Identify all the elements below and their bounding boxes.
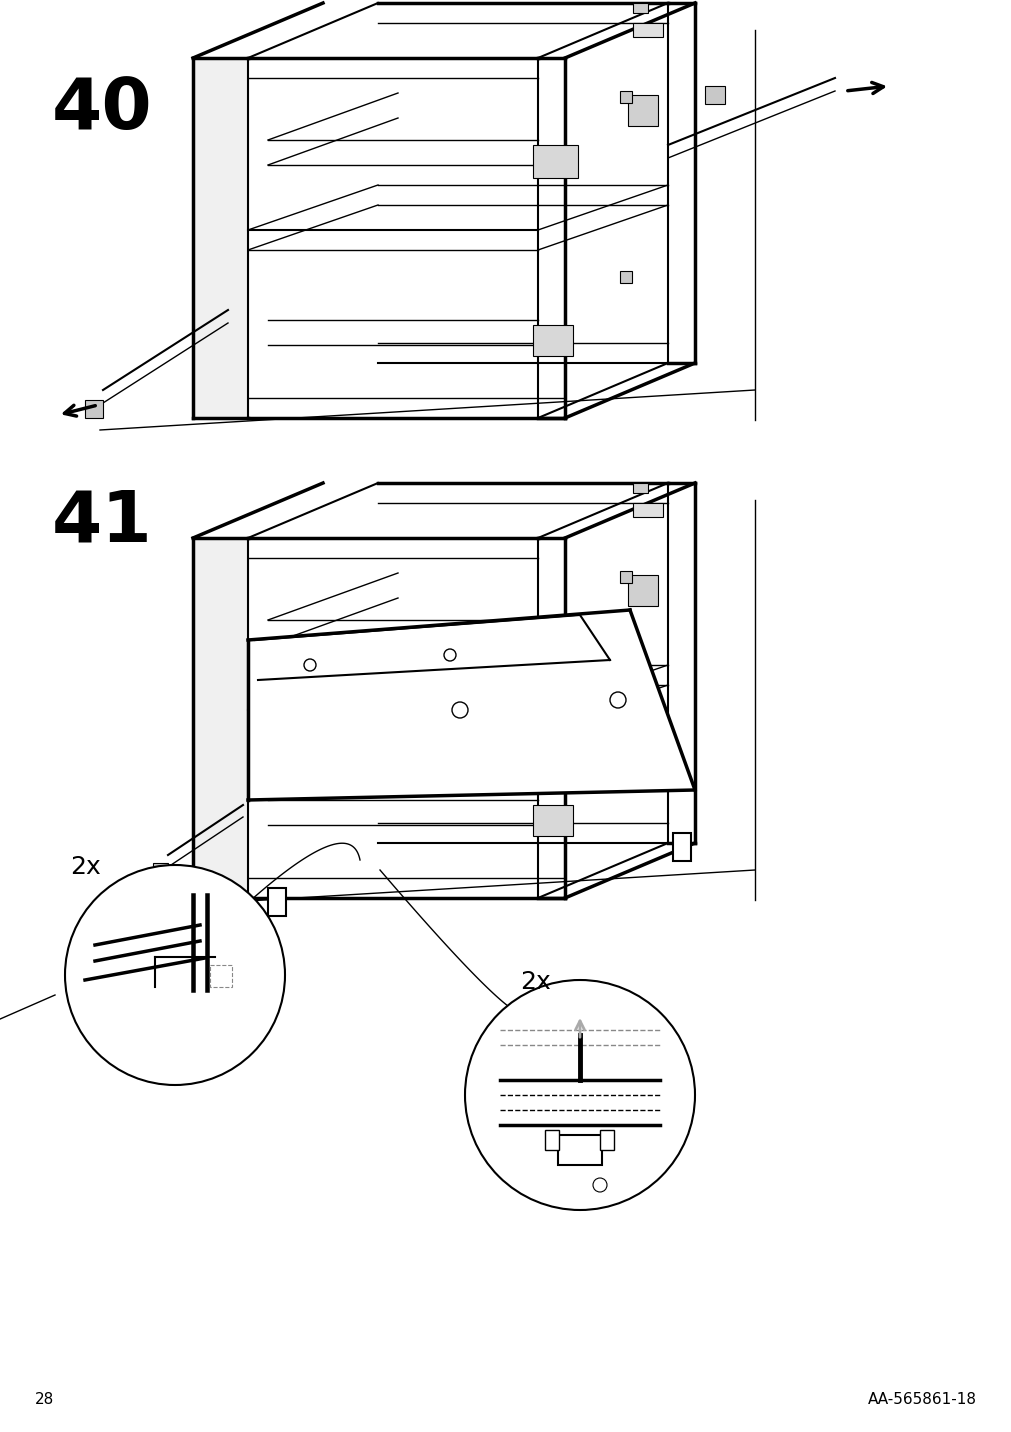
Circle shape [303, 659, 315, 672]
Bar [210, 965, 232, 987]
Bar [600, 1130, 614, 1150]
Bar [85, 400, 103, 418]
Circle shape [592, 1179, 607, 1191]
Bar [632, 503, 662, 517]
Bar [533, 805, 572, 836]
Text: AA-565861-18: AA-565861-18 [867, 1392, 976, 1408]
Bar [533, 624, 577, 657]
Bar [632, 483, 647, 493]
Circle shape [452, 702, 467, 717]
Bar [672, 833, 691, 861]
Polygon shape [248, 610, 695, 800]
Bar [632, 23, 662, 37]
Bar [153, 863, 168, 876]
Bar [632, 3, 647, 13]
Bar [628, 95, 657, 126]
Circle shape [610, 692, 626, 707]
Bar [533, 325, 572, 357]
Text: 40: 40 [52, 74, 153, 145]
Bar [620, 750, 632, 763]
Bar [268, 888, 286, 916]
Polygon shape [193, 59, 248, 418]
Bar [628, 576, 657, 606]
Circle shape [444, 649, 456, 662]
Circle shape [65, 865, 285, 1085]
Bar [533, 145, 577, 178]
Bar [620, 571, 632, 583]
Text: 2x: 2x [70, 855, 101, 879]
Text: 2x: 2x [520, 969, 550, 994]
Bar [705, 86, 724, 105]
Text: 41: 41 [52, 488, 153, 557]
Bar [620, 92, 632, 103]
Bar [545, 1130, 558, 1150]
Bar [557, 1136, 602, 1166]
Text: 28: 28 [35, 1392, 55, 1408]
Polygon shape [193, 538, 248, 898]
Bar [620, 271, 632, 284]
Polygon shape [255, 614, 610, 680]
Circle shape [464, 979, 695, 1210]
